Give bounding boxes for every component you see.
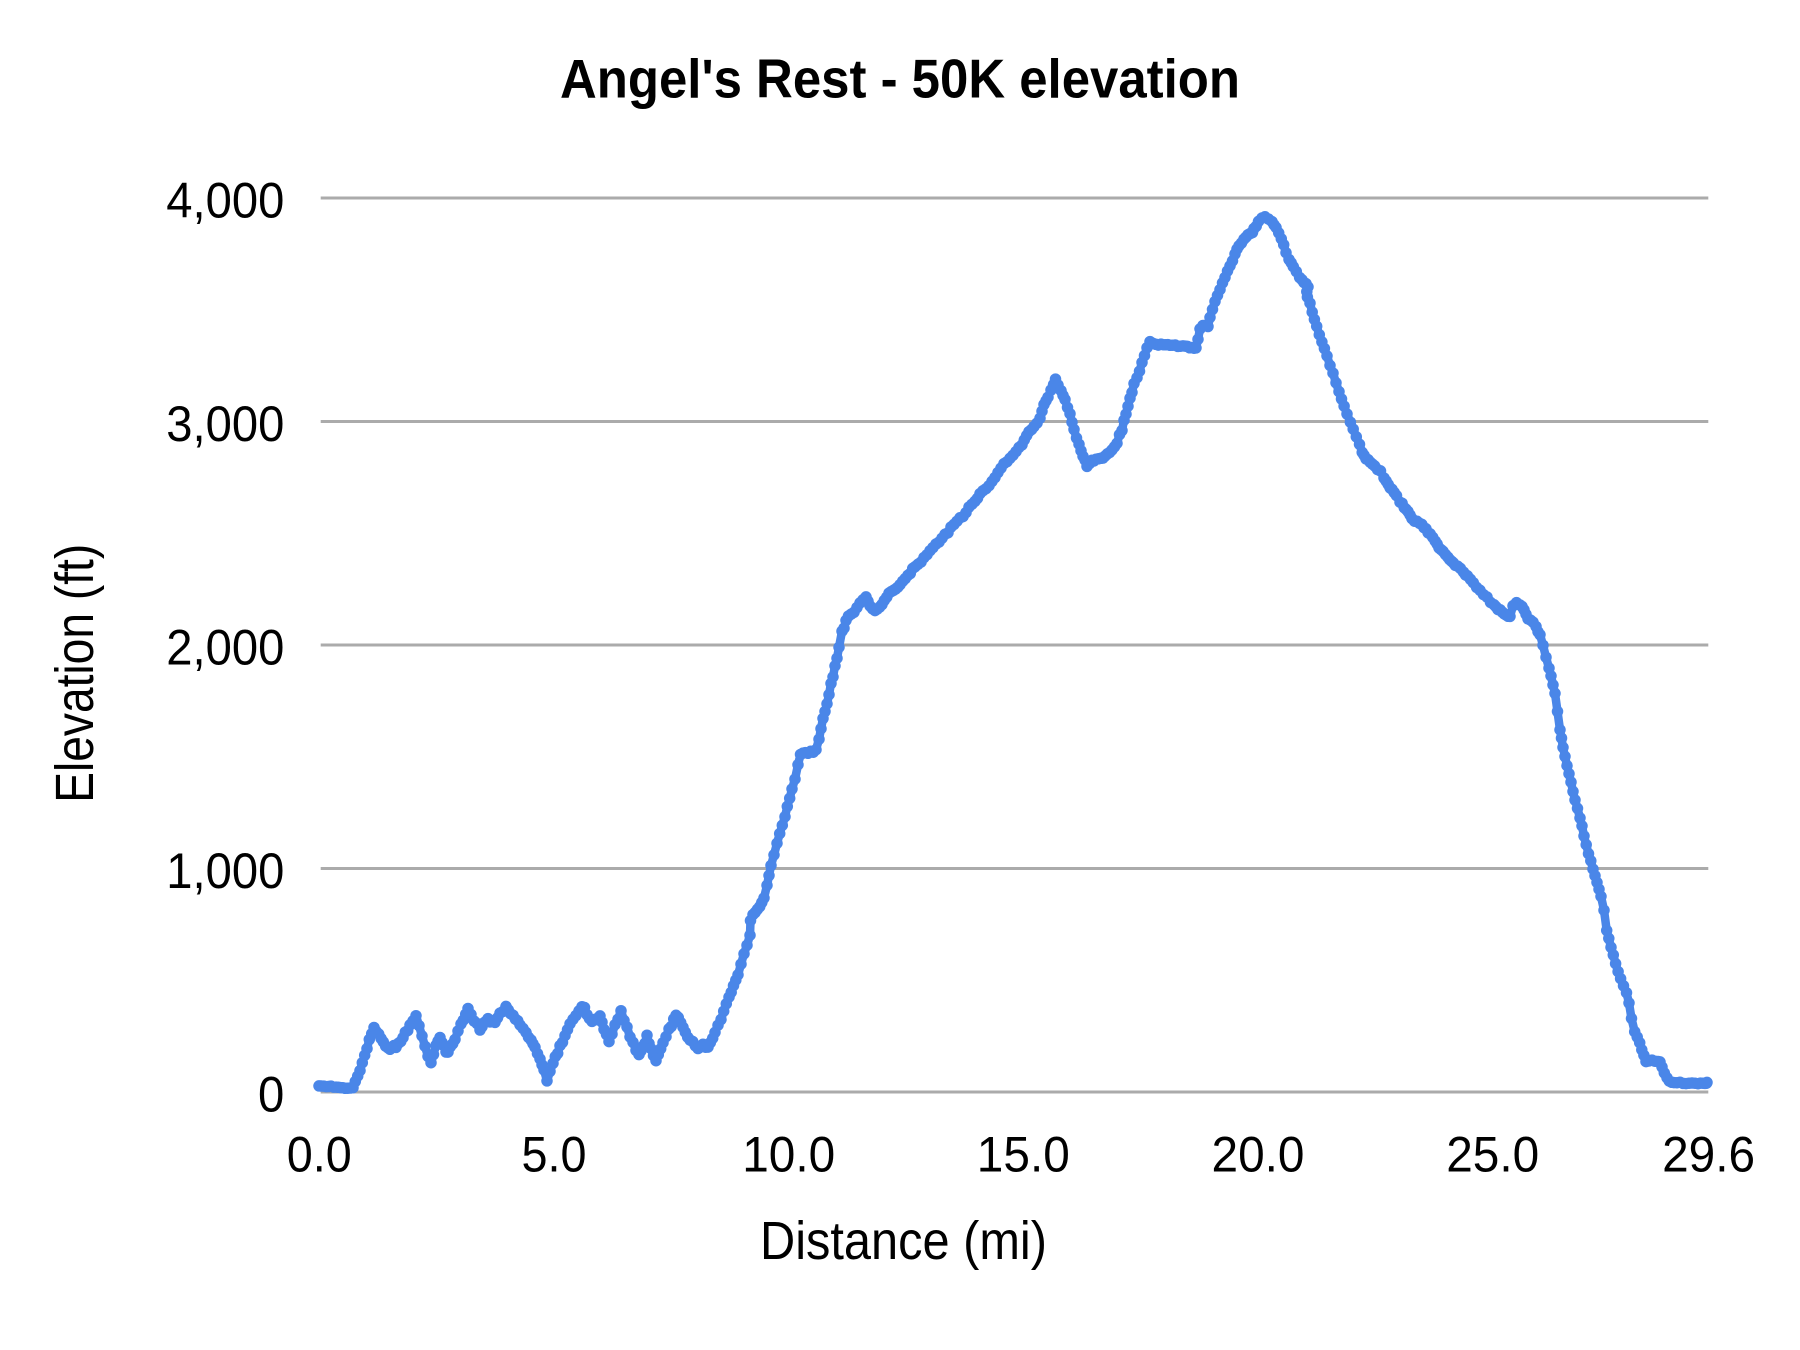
svg-text:15.0: 15.0: [977, 1126, 1070, 1183]
svg-text:29.6: 29.6: [1662, 1126, 1755, 1183]
svg-text:5.0: 5.0: [522, 1126, 587, 1183]
svg-text:4,000: 4,000: [166, 171, 284, 228]
svg-text:0: 0: [258, 1065, 284, 1122]
svg-text:10.0: 10.0: [742, 1126, 835, 1183]
svg-text:3,000: 3,000: [166, 395, 284, 452]
svg-text:0.0: 0.0: [287, 1126, 352, 1183]
svg-text:1,000: 1,000: [166, 842, 284, 899]
svg-text:Distance (mi): Distance (mi): [760, 1211, 1047, 1271]
svg-text:Elevation (ft): Elevation (ft): [45, 544, 105, 803]
svg-text:20.0: 20.0: [1212, 1126, 1305, 1183]
svg-text:Angel's Rest - 50K elevation: Angel's Rest - 50K elevation: [560, 47, 1240, 109]
svg-text:2,000: 2,000: [166, 618, 284, 675]
svg-text:25.0: 25.0: [1446, 1126, 1539, 1183]
